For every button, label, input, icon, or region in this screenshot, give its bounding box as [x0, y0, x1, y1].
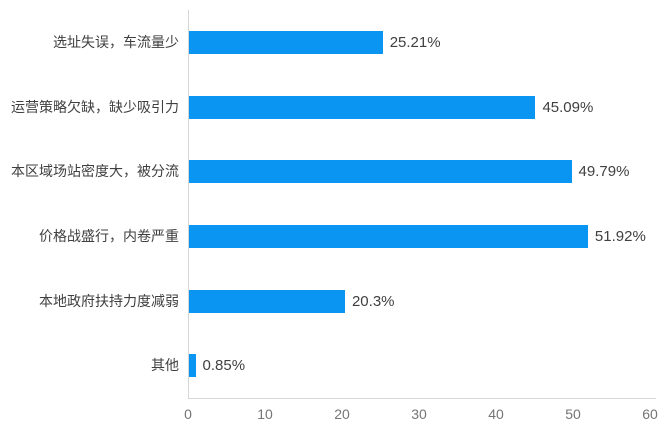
- chart-row: 本地政府扶持力度减弱 20.3%: [0, 268, 650, 334]
- category-label: 运营策略欠缺，缺少吸引力: [11, 98, 179, 115]
- x-axis-line: [188, 398, 656, 399]
- x-tick-label: 30: [411, 406, 427, 422]
- chart-row: 运营策略欠缺，缺少吸引力 45.09%: [0, 74, 650, 140]
- bar: [189, 95, 536, 119]
- x-tick-label: 10: [257, 406, 273, 422]
- bar-cell: 49.79%: [188, 139, 650, 205]
- bar: [189, 289, 345, 313]
- category-label: 本地政府扶持力度减弱: [39, 292, 179, 309]
- chart-row: 本区域场站密度大，被分流 49.79%: [0, 139, 650, 205]
- bar-cell: 51.92%: [188, 204, 650, 269]
- value-label: 20.3%: [351, 292, 395, 310]
- bar: [189, 30, 383, 54]
- chart-row: 其他 0.85%: [0, 333, 650, 399]
- x-tick-label: 60: [642, 406, 658, 422]
- x-tick-label: 50: [565, 406, 581, 422]
- value-label: 49.79%: [578, 163, 630, 181]
- x-tick-label: 20: [334, 406, 350, 422]
- x-tick-label: 0: [184, 406, 192, 422]
- value-label: 25.21%: [389, 33, 441, 51]
- bar-cell: 45.09%: [188, 74, 650, 140]
- bar: [189, 354, 196, 378]
- category-label: 其他: [151, 357, 179, 374]
- bar-cell: 20.3%: [188, 268, 650, 334]
- bar-cell: 0.85%: [188, 333, 650, 399]
- category-label: 选址失误，车流量少: [53, 33, 179, 50]
- chart-row: 选址失误，车流量少 25.21%: [0, 10, 650, 75]
- bar: [189, 160, 572, 184]
- value-label: 0.85%: [202, 357, 246, 375]
- category-label: 价格战盛行，内卷严重: [39, 227, 179, 244]
- bar-cell: 25.21%: [188, 10, 650, 75]
- chart-rows: 选址失误，车流量少 25.21% 运营策略欠缺，缺少吸引力 45.09% 本区域场站密度…: [0, 10, 650, 399]
- value-label: 51.92%: [594, 227, 646, 245]
- bar: [189, 224, 588, 248]
- category-label: 本区域场站密度大，被分流: [11, 163, 179, 180]
- value-label: 45.09%: [542, 98, 594, 116]
- x-axis: 0 10 20 30 40 50 60: [184, 406, 658, 426]
- x-tick-label: 40: [488, 406, 504, 422]
- chart-row: 价格战盛行，内卷严重 51.92%: [0, 204, 650, 269]
